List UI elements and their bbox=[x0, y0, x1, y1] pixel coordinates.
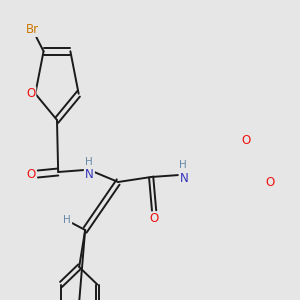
Text: N: N bbox=[85, 167, 94, 181]
Text: O: O bbox=[26, 87, 35, 100]
Text: O: O bbox=[242, 134, 251, 146]
Text: H: H bbox=[85, 157, 93, 167]
Text: O: O bbox=[149, 212, 159, 226]
Text: O: O bbox=[26, 167, 35, 181]
Text: O: O bbox=[266, 176, 275, 190]
Text: H: H bbox=[179, 160, 187, 170]
Text: N: N bbox=[180, 172, 188, 184]
Text: Br: Br bbox=[26, 23, 39, 36]
Text: H: H bbox=[63, 215, 71, 225]
